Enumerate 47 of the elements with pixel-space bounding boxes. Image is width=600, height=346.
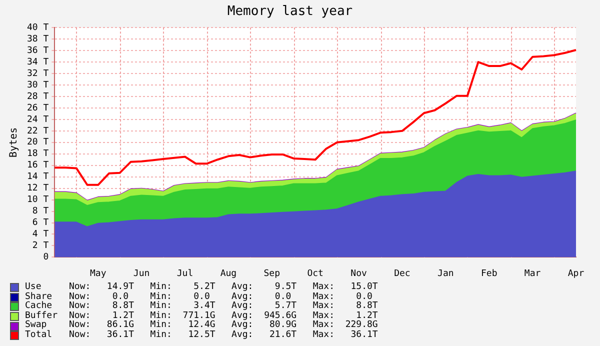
y-tick-label: 6 T [32, 218, 50, 228]
text: Now: 8.8T Min: 3.4T Avg: 5.7T Max: 8.8T [69, 301, 378, 312]
y-tick-label: 20 T [26, 138, 50, 148]
y-tick-label: 14 T [26, 172, 50, 182]
legend-label: Swap [25, 320, 47, 330]
x-tick-label: Jul [176, 268, 194, 279]
y-tick-label: 10 T [26, 195, 50, 206]
x-tick-label: Jan [438, 268, 454, 279]
legend-label: Share [25, 292, 54, 302]
text: Now: 14.9T Min: 5.2T Avg: 9.5T Max: 15.0T [69, 282, 378, 292]
y-tick-label: 28 T [26, 92, 50, 102]
y-tick-label: 38 T [26, 34, 50, 44]
x-tick-label: Dec [394, 268, 410, 279]
y-tick-label: 40 T [26, 22, 50, 33]
x-tick-label: Feb [480, 268, 498, 279]
legend-label: Buffer [25, 310, 59, 321]
x-tick-label: Oct [307, 268, 324, 279]
legend-label: Cache [25, 301, 52, 312]
x-tick-label: Apr [568, 268, 585, 279]
y-tick-label: 18 T [26, 149, 50, 160]
text: Now: 86.1G Min: 12.4G Avg: 80.9G Max: 229.8G [69, 320, 378, 330]
text: Now: 1.2T Min: 771.1G Avg: 945.6G Max: 1.2T [69, 310, 378, 321]
chart-title: Memory last year [227, 4, 353, 20]
y-tick-label: 24 T [26, 114, 50, 125]
y-tick-label: 2 T [32, 241, 50, 252]
legend-label: Total [25, 330, 54, 341]
y-axis-title: Bytes [8, 127, 20, 158]
y-tick-label: 12 T [26, 184, 50, 194]
x-tick-label: Jun [133, 268, 150, 279]
y-tick-label: 0 [43, 252, 49, 263]
y-tick-label: 8 T [32, 206, 50, 217]
x-tick-label: Mar [524, 268, 542, 279]
legend-label: Use [25, 282, 42, 292]
y-tick-label: 4 T [32, 230, 50, 240]
x-tick-label: Nov [350, 268, 367, 279]
y-tick-label: 36 T [26, 46, 50, 56]
x-tick-label: Sep [264, 268, 280, 279]
text: Now: 36.1T Min: 12.5T Avg: 21.6T Max: 36.1T [69, 330, 378, 341]
y-tick-label: 22 T [26, 126, 50, 136]
x-tick-label: Aug [220, 268, 237, 279]
y-tick-label: 16 T [26, 160, 50, 171]
x-tick-label: May [90, 268, 107, 279]
y-tick-label: 34 T [26, 57, 50, 68]
text: Now: 0.0 Min: 0.0 Avg: 0.0 Max: 0.0 [69, 292, 372, 302]
y-tick-label: 30 T [26, 80, 50, 90]
y-tick-label: 32 T [26, 68, 50, 79]
y-tick-label: 26 T [26, 103, 50, 114]
